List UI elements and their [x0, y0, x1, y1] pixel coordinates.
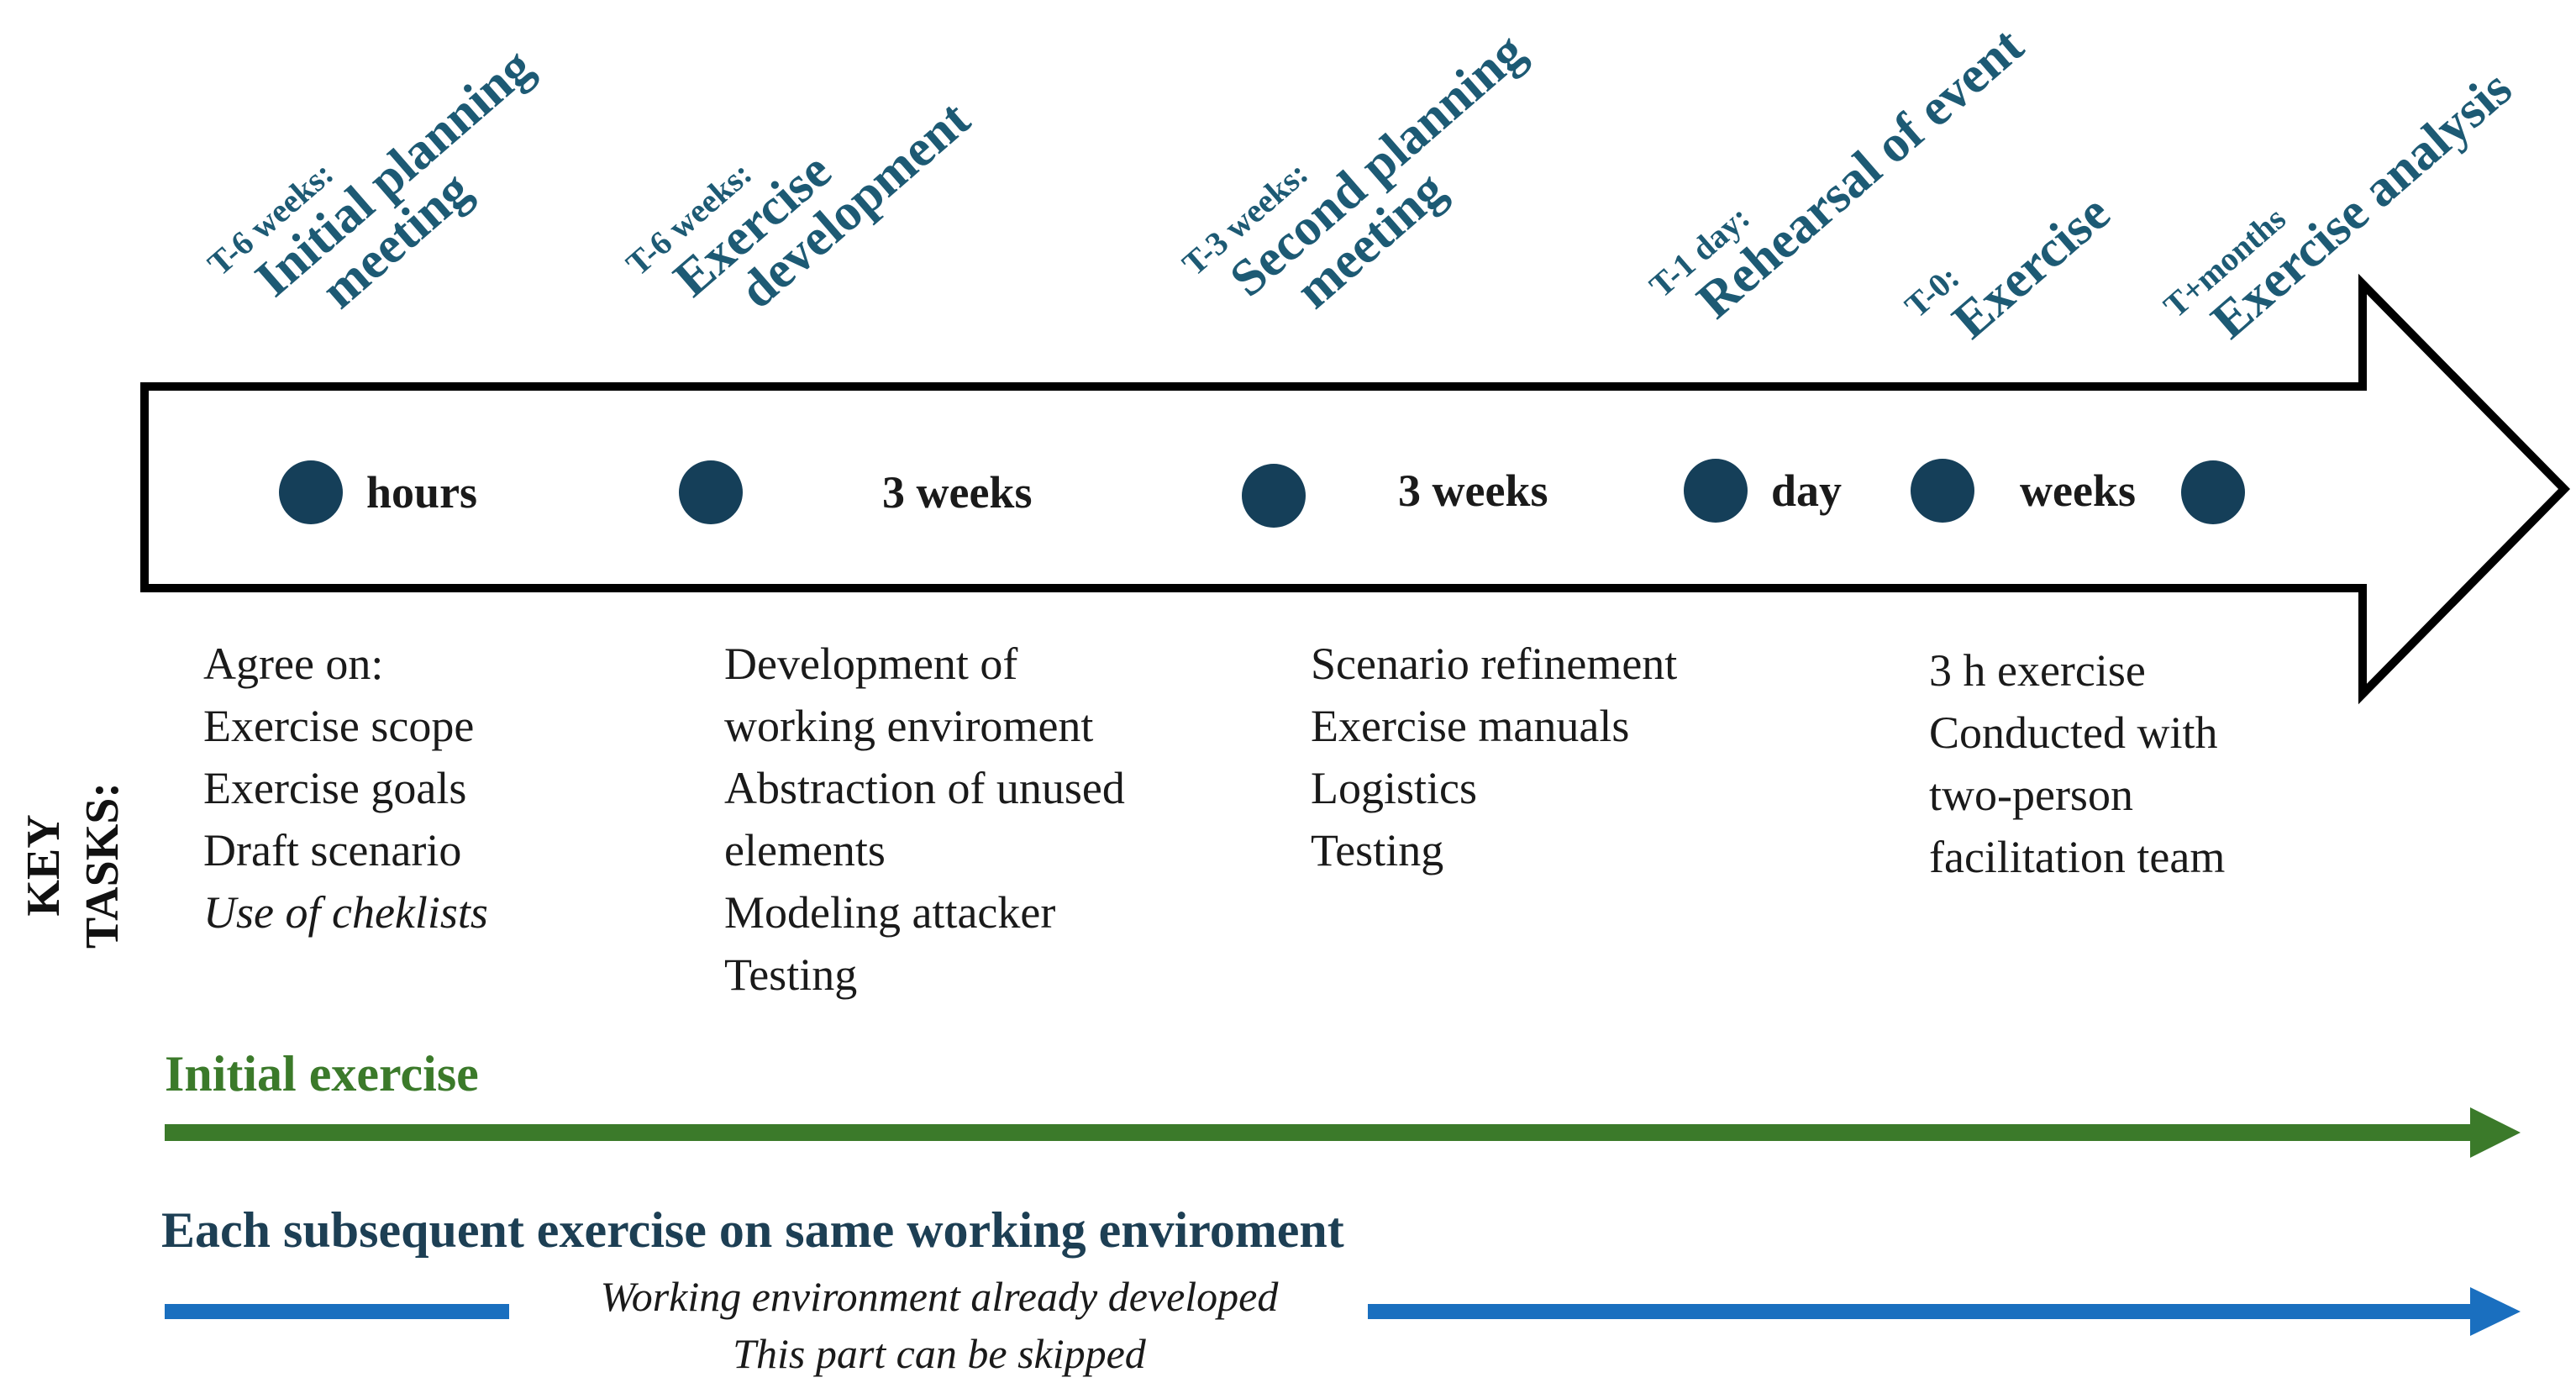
duration-4: day	[1771, 465, 1842, 516]
milestone-label-6: T+months Exercise analysis	[2156, 60, 2522, 350]
task-col4-line1: 3 h exercise	[1929, 645, 2146, 696]
task-col3-line1: Scenario refinement	[1311, 639, 1677, 689]
skip-note-line1: Working environment already developed	[601, 1273, 1280, 1320]
task-col2-line4: elements	[724, 825, 886, 875]
milestone-dot-1	[279, 460, 343, 524]
task-col4-line4: facilitation team	[1929, 832, 2225, 882]
skip-note-line2: This part can be skipped	[733, 1330, 1147, 1377]
task-col4-line3: two-person	[1929, 770, 2133, 820]
milestone-label-1: T-6 weeks: Initial planning meeting	[200, 38, 543, 319]
initial-track-arrow	[165, 1107, 2521, 1158]
task-col2-line5: Modeling attacker	[724, 887, 1055, 938]
task-col1-italic-line1: Use of cheklists	[203, 887, 488, 938]
task-col1-line1: Agree on:	[203, 639, 383, 689]
milestone-dot-2	[679, 460, 743, 524]
task-col4-line2: Conducted with	[1929, 707, 2217, 758]
task-col3-line4: Testing	[1311, 825, 1443, 875]
duration-1: hours	[366, 467, 477, 518]
duration-3: 3 weeks	[1398, 465, 1548, 516]
milestone-5-title-line1: Exercise	[1942, 184, 2121, 350]
subsequent-track-arrow	[165, 1287, 2521, 1336]
milestone-label-3: T-3 weeks: Second planning meeting	[1175, 23, 1535, 320]
task-col2-line3: Abstraction of unused	[724, 763, 1125, 813]
key-tasks-label: KEY TASKS:	[18, 782, 129, 949]
task-col1-line3: Exercise goals	[203, 763, 466, 813]
initial-track-title: Initial exercise	[165, 1046, 479, 1101]
task-column-4: 3 h exercise Conducted with two-person f…	[1929, 645, 2225, 882]
task-col3-line3: Logistics	[1311, 763, 1477, 813]
duration-2: 3 weeks	[882, 467, 1032, 518]
task-col2-line1: Development of	[724, 639, 1017, 689]
milestone-dot-4	[1684, 459, 1748, 523]
task-column-2: Development of working enviroment Abstra…	[724, 639, 1125, 1000]
timeline-arrow	[140, 273, 2571, 705]
task-col1-line4: Draft scenario	[203, 825, 461, 875]
task-col2-line2: working enviroment	[724, 701, 1093, 751]
task-column-3: Scenario refinement Exercise manuals Log…	[1311, 639, 1677, 875]
milestone-label-2: T-6 weeks: Exercise development	[618, 90, 980, 319]
key-tasks-line1: KEY	[18, 814, 70, 916]
task-col1-line2: Exercise scope	[203, 701, 474, 751]
milestone-dot-6	[2181, 460, 2245, 524]
task-col2-line6: Testing	[724, 949, 857, 1000]
milestone-dot-3	[1242, 464, 1306, 528]
task-col3-line2: Exercise manuals	[1311, 701, 1629, 751]
task-column-1: Agree on: Exercise scope Exercise goals …	[203, 639, 488, 938]
subsequent-track-title: Each subsequent exercise on same working…	[161, 1202, 1344, 1258]
duration-5: weeks	[2020, 465, 2136, 516]
key-tasks-line2: TASKS:	[76, 782, 129, 949]
milestone-label-5: T-0: Exercise	[1897, 184, 2121, 350]
milestone-dot-5	[1911, 459, 1974, 523]
